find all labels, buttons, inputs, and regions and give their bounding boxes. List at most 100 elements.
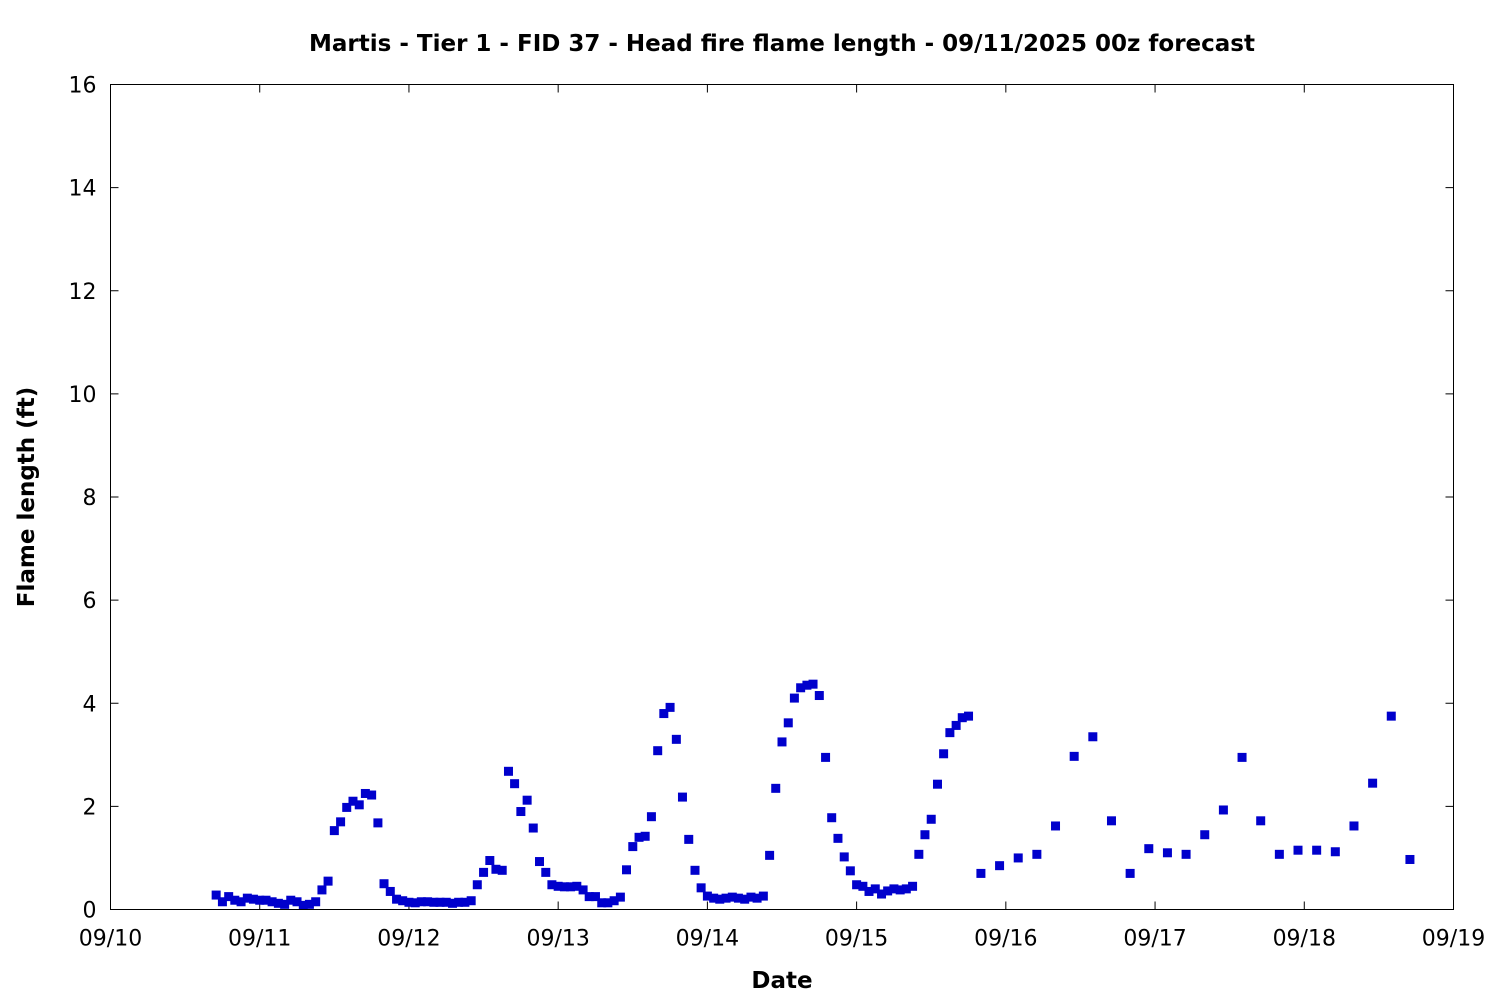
data-point xyxy=(640,831,650,841)
data-point xyxy=(995,861,1005,871)
data-point xyxy=(559,882,569,892)
data-point xyxy=(603,898,613,908)
data-point xyxy=(870,884,880,894)
data-point xyxy=(839,852,849,862)
data-point xyxy=(765,850,775,860)
data-point xyxy=(771,783,781,793)
data-point xyxy=(261,895,271,905)
data-point xyxy=(696,883,706,893)
data-point xyxy=(373,818,383,828)
data-point xyxy=(360,788,370,798)
data-point xyxy=(286,895,296,905)
data-point xyxy=(329,826,339,836)
data-point xyxy=(727,892,737,902)
data-point xyxy=(721,893,731,903)
data-point xyxy=(479,867,489,877)
x-tick-label: 09/12 xyxy=(377,927,440,952)
data-point xyxy=(789,693,799,703)
data-point xyxy=(752,893,762,903)
data-point xyxy=(416,897,426,907)
data-point xyxy=(460,897,470,907)
y-tick-label: 14 xyxy=(69,177,97,202)
data-points xyxy=(211,679,1415,910)
y-tick-label: 12 xyxy=(69,280,97,305)
data-point xyxy=(503,766,513,776)
data-point xyxy=(584,892,594,902)
y-tick-label: 4 xyxy=(83,692,97,717)
data-point xyxy=(702,891,712,901)
data-point xyxy=(1368,778,1378,788)
data-point xyxy=(230,895,240,905)
data-point xyxy=(690,865,700,875)
data-point xyxy=(883,886,893,896)
data-point xyxy=(827,813,837,823)
data-point xyxy=(715,894,725,904)
data-point xyxy=(1088,732,1098,742)
data-point xyxy=(858,881,868,891)
y-tick-label: 16 xyxy=(69,74,97,99)
data-point xyxy=(485,856,495,866)
data-point xyxy=(273,898,283,908)
data-point xyxy=(448,898,458,908)
data-point xyxy=(951,720,961,730)
data-point xyxy=(976,868,986,878)
data-point xyxy=(292,897,302,907)
data-point xyxy=(441,897,451,907)
axis-ticks: 09/10 09/11 09/12 09/13 09/14 09/15 09/16 09/17… xyxy=(69,74,1486,952)
y-tick-label: 10 xyxy=(69,383,97,408)
data-point xyxy=(957,713,967,723)
data-point xyxy=(398,896,408,906)
data-point xyxy=(597,898,607,908)
data-point xyxy=(1256,816,1266,826)
data-point xyxy=(410,898,420,908)
data-point xyxy=(1162,848,1172,858)
data-point xyxy=(615,892,625,902)
data-point xyxy=(304,899,314,909)
data-point xyxy=(497,865,507,875)
data-point xyxy=(653,746,663,756)
data-point xyxy=(267,897,277,907)
y-tick-label: 8 xyxy=(83,486,97,511)
data-point xyxy=(671,734,681,744)
data-point xyxy=(758,891,768,901)
data-point xyxy=(535,857,545,867)
data-point xyxy=(211,890,221,900)
data-point xyxy=(429,897,439,907)
data-point xyxy=(783,718,793,728)
data-point xyxy=(677,792,687,802)
data-point xyxy=(553,881,563,891)
data-point xyxy=(864,886,874,896)
data-point xyxy=(740,894,750,904)
data-point xyxy=(684,834,694,844)
data-point xyxy=(435,897,445,907)
data-point xyxy=(1405,854,1415,864)
data-point xyxy=(889,884,899,894)
data-point xyxy=(491,864,501,874)
data-point xyxy=(466,896,476,906)
data-point xyxy=(1106,816,1116,826)
x-tick-label: 09/19 xyxy=(1422,927,1485,952)
x-tick-label: 09/17 xyxy=(1123,927,1186,952)
data-point xyxy=(472,880,482,890)
data-point xyxy=(404,897,414,907)
data-point xyxy=(659,709,669,719)
y-tick-label: 6 xyxy=(83,589,97,614)
data-point xyxy=(852,880,862,890)
data-point xyxy=(877,889,887,899)
data-point xyxy=(528,823,538,833)
data-point xyxy=(510,779,520,789)
data-point xyxy=(541,867,551,877)
x-tick-label: 09/18 xyxy=(1273,927,1336,952)
data-point xyxy=(665,702,675,712)
data-point xyxy=(236,897,246,907)
data-point xyxy=(242,893,252,903)
x-tick-label: 09/13 xyxy=(526,927,589,952)
data-point xyxy=(1144,844,1154,854)
data-point xyxy=(1312,845,1322,855)
data-point xyxy=(1218,805,1228,815)
data-point xyxy=(224,892,234,902)
data-point xyxy=(622,865,632,875)
data-point xyxy=(1330,847,1340,857)
data-point xyxy=(367,790,377,800)
